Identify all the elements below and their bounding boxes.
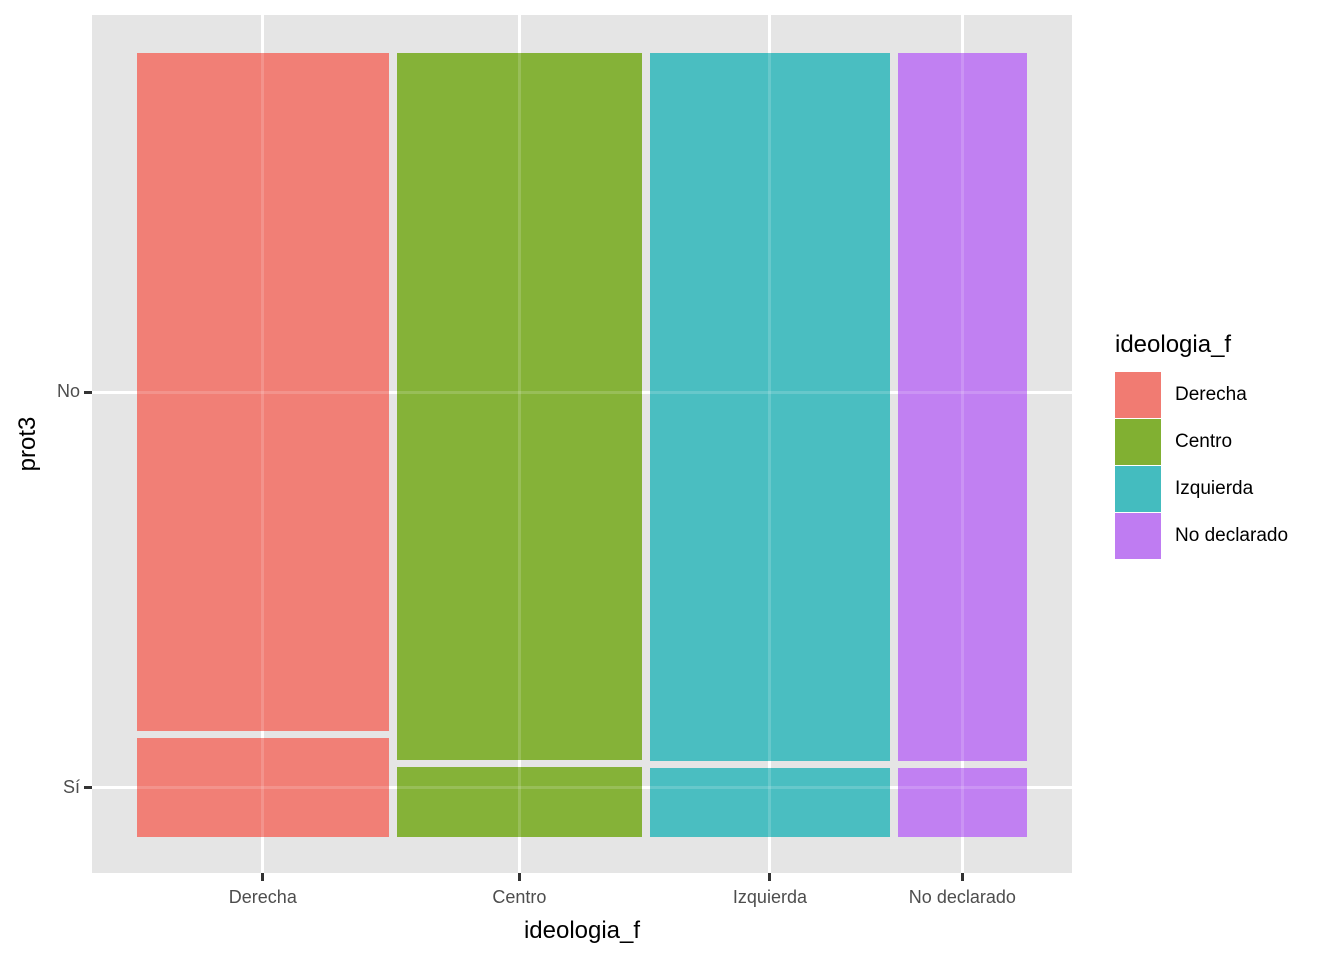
x-tick-label-centro: Centro [492,887,547,907]
h-gridline-overlay-1 [92,786,1072,790]
legend-item-derecha: Derecha [1113,372,1288,419]
legend-key-no-declarado-swatch [1115,512,1161,559]
mosaic-segment-no-declarado-no [897,53,1027,761]
legend-key-izquierda-swatch [1115,465,1161,512]
mosaic-segment-no-declarado-s- [897,767,1027,837]
mosaic-segment-centro-s- [396,767,643,837]
legend-title: ideologia_f [1115,331,1232,358]
v-gridline-overlay-1 [517,15,521,873]
mosaic-segment-izquierda-s- [650,767,890,837]
x-axis-tick-derecha [261,873,265,881]
legend-item-izquierda: Izquierda [1113,465,1288,513]
legend: ideologia_f Derecha Centro Izquierda No dec… [1113,330,1288,559]
y-axis-title: prot3 [14,416,41,472]
x-axis-title: ideologia_f [523,917,641,944]
legend-label-no-declarado: No declarado [1175,524,1289,546]
legend-key-centro-swatch [1115,419,1161,466]
y-axis-tick-no [84,390,92,394]
v-gridline-overlay-2 [768,15,772,873]
legend-key-derecha-swatch [1115,372,1161,419]
x-tick-label-no-declarado: No declarado [908,887,1016,907]
mosaic-segment-izquierda-no [650,53,890,761]
y-axis-tick-s- [84,786,92,790]
h-gridline-overlay-0 [92,390,1072,394]
legend-items: Derecha Centro Izquierda No declarado [1113,372,1288,559]
legend-label-centro: Centro [1175,431,1233,453]
legend-label-derecha: Derecha [1175,384,1247,406]
mosaic-segment-derecha-s- [137,738,389,837]
y-tick-label-s-: Sí [62,776,80,797]
plot-panel [92,15,1072,873]
y-tick-label-no: No [56,381,80,402]
legend-item-centro: Centro [1113,419,1288,466]
x-axis-tick-no-declarado [960,873,964,881]
v-gridline-overlay-0 [261,15,265,873]
x-axis-tick-centro [517,873,521,881]
v-gridline-overlay-3 [960,15,964,873]
legend-item-no-declarado: No declarado [1113,512,1288,559]
legend-label-izquierda: Izquierda [1175,477,1254,499]
x-tick-label-derecha: Derecha [228,887,297,907]
mosaic-segment-derecha-no [137,53,389,732]
x-axis-tick-izquierda [768,873,772,881]
mosaic-segment-centro-no [396,53,643,761]
x-tick-label-izquierda: Izquierda [732,887,807,907]
